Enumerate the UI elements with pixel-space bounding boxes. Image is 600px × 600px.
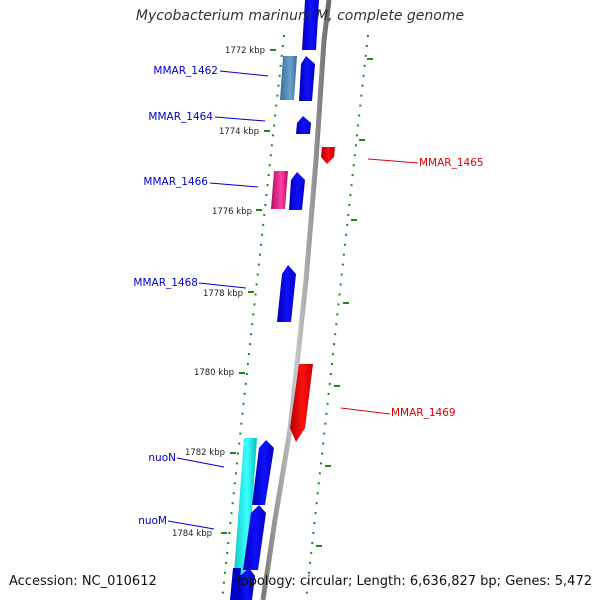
tick-label: 1780 kbp — [194, 368, 234, 378]
leader-nuon — [176, 457, 225, 468]
gene-arrow-mmar-1466[interactable] — [289, 172, 305, 210]
topology-text: Topology: circular; — [234, 574, 353, 589]
genes-count-text: Genes: 5,472 — [505, 574, 592, 589]
leader-mmar-1469 — [340, 407, 391, 415]
leader-mmar-1462 — [219, 70, 269, 77]
leader-nuom — [167, 520, 215, 530]
tick-marks — [221, 49, 373, 547]
leader-mmar-1465 — [367, 158, 419, 164]
gene-label-nuon[interactable]: nuoN — [148, 452, 176, 464]
gene-arrow-mmar-1468[interactable] — [277, 265, 296, 322]
cds-nuon[interactable] — [232, 438, 257, 600]
tick-label: 1784 kbp — [172, 529, 212, 539]
map-title: Mycobacterium marinum M, complete genome — [135, 8, 465, 24]
gene-label-mmar-1464[interactable]: MMAR_1464 — [148, 111, 213, 123]
tick-label: 1782 kbp — [185, 448, 225, 458]
gene-arrow-nuom[interactable] — [243, 505, 266, 570]
gene-label-mmar-1462[interactable]: MMAR_1462 — [153, 65, 218, 77]
tick-label: 1772 kbp — [225, 46, 265, 56]
gene-label-nuom[interactable]: nuoM — [138, 515, 167, 527]
leader-mmar-1466 — [209, 182, 259, 188]
length-text: Length: 6,636,827 bp; — [356, 574, 502, 589]
genome-backbone — [260, 0, 332, 600]
tick-label: 1774 kbp — [219, 127, 259, 137]
gene-label-mmar-1466[interactable]: MMAR_1466 — [143, 176, 208, 188]
gene-arrow-mmar-1464[interactable] — [296, 116, 311, 134]
gene-label-mmar-1469[interactable]: MMAR_1469 — [391, 407, 456, 419]
cds-mmar-1466[interactable] — [271, 171, 288, 209]
gene-arrow-top[interactable] — [302, 0, 319, 50]
leader-mmar-1468 — [198, 282, 247, 289]
gene-arrow-bottom[interactable] — [237, 568, 255, 600]
gene-arrow-mmar-1465[interactable] — [321, 147, 335, 164]
gene-label-mmar-1465[interactable]: MMAR_1465 — [419, 157, 484, 169]
leader-mmar-1464 — [214, 116, 266, 122]
gene-arrow-mmar-1469[interactable] — [290, 364, 313, 442]
cds-mmar-1462[interactable] — [280, 56, 297, 100]
gc-dots-outer — [305, 34, 369, 600]
tick-label: 1776 kbp — [212, 207, 252, 217]
gene-arrow-mmar-1462[interactable] — [299, 56, 315, 101]
tick-label: 1778 kbp — [203, 289, 243, 299]
accession-text: Accession: NC_010612 — [9, 574, 157, 589]
gene-label-mmar-1468[interactable]: MMAR_1468 — [133, 277, 198, 289]
genome-stats: Topology: circular; Length: 6,636,827 bp… — [235, 574, 592, 589]
gene-arrow-nuon[interactable] — [252, 440, 274, 505]
